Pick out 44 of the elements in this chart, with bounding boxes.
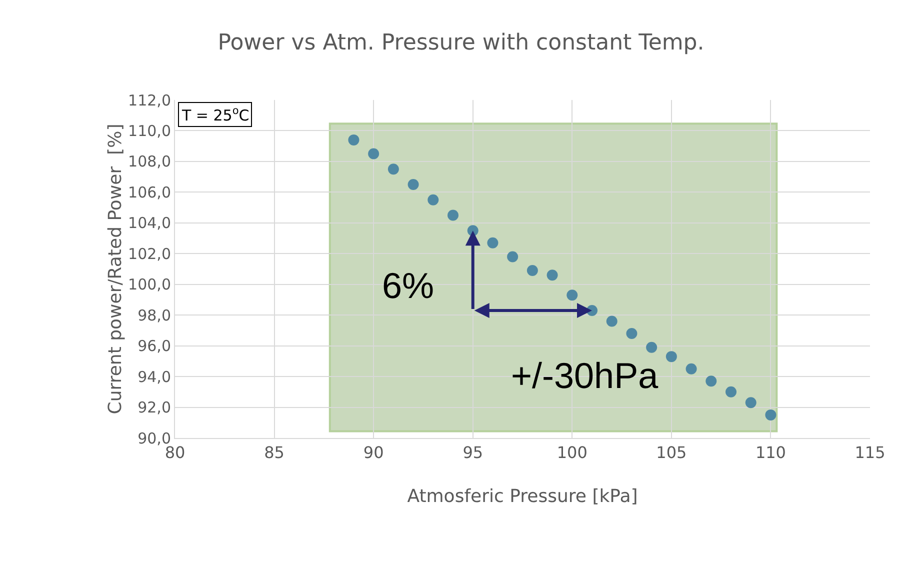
y-tick-label: 110,0 — [128, 122, 171, 140]
y-tick-label: 100,0 — [128, 276, 171, 294]
y-tick-label: 94,0 — [138, 368, 171, 386]
point — [408, 179, 419, 190]
point — [448, 210, 458, 221]
annotation: 6% — [382, 265, 434, 306]
point — [348, 134, 360, 146]
x-tick-label: 105 — [656, 443, 687, 462]
point — [745, 397, 756, 408]
point — [566, 290, 578, 301]
y-tick-label: 102,0 — [128, 244, 171, 263]
y-tick-label: 92,0 — [138, 398, 171, 417]
annotation: +/-30hPa — [511, 355, 660, 396]
point — [765, 409, 776, 420]
x-axis-title: Atmosferic Pressure [kPa] — [407, 486, 638, 507]
y-axis-title: Current power/Rated Power [%] — [105, 124, 126, 414]
y-tick-label: 106,0 — [128, 183, 171, 202]
x-tick-label: 95 — [462, 443, 484, 462]
y-tick-label: 104,0 — [128, 214, 171, 232]
point — [487, 237, 498, 248]
x-tick-label: 100 — [556, 443, 588, 462]
point — [606, 316, 618, 327]
point — [526, 265, 538, 276]
point — [626, 328, 638, 340]
y-tick-label: 96,0 — [138, 337, 171, 356]
point — [546, 270, 558, 281]
y-tick-label: 112,0 — [128, 91, 171, 110]
y-tick-label: 108,0 — [128, 152, 171, 171]
x-tick-label: 110 — [755, 443, 786, 462]
point — [428, 194, 439, 206]
point — [666, 351, 677, 362]
x-tick-label: 85 — [264, 443, 284, 462]
point — [706, 376, 717, 387]
point — [686, 363, 697, 374]
x-tick-label: 90 — [363, 443, 384, 462]
x-tick-label: 115 — [854, 443, 886, 462]
y-tick-label: 98,0 — [138, 306, 171, 324]
point — [646, 342, 658, 353]
annotation: T = 25$^{o}$C — [181, 105, 250, 124]
chart-title: Power vs Atm. Pressure with constant Temp. — [218, 30, 704, 56]
point — [388, 164, 399, 175]
point — [368, 148, 380, 160]
point — [726, 386, 736, 398]
point — [507, 251, 518, 262]
